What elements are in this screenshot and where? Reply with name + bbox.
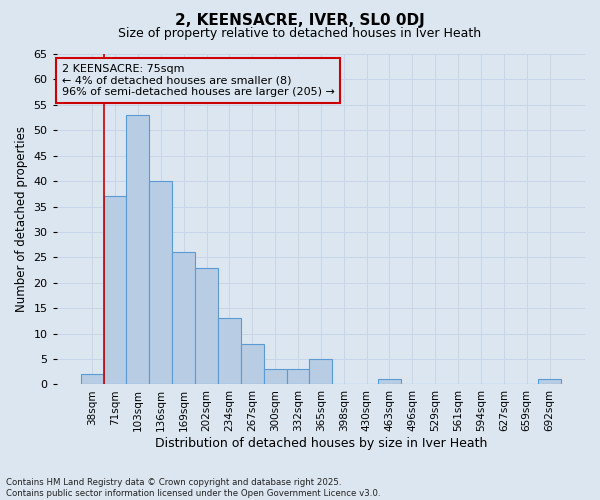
Bar [310, 359, 332, 384]
Bar [104, 196, 127, 384]
Text: Size of property relative to detached houses in Iver Heath: Size of property relative to detached ho… [118, 28, 482, 40]
Bar [378, 380, 401, 384]
Bar [287, 369, 310, 384]
Bar [127, 115, 149, 384]
Bar [218, 318, 241, 384]
Bar [263, 369, 287, 384]
Bar [538, 380, 561, 384]
Bar [149, 181, 172, 384]
Text: Contains HM Land Registry data © Crown copyright and database right 2025.
Contai: Contains HM Land Registry data © Crown c… [6, 478, 380, 498]
Bar [81, 374, 104, 384]
Text: 2, KEENSACRE, IVER, SL0 0DJ: 2, KEENSACRE, IVER, SL0 0DJ [175, 12, 425, 28]
Y-axis label: Number of detached properties: Number of detached properties [15, 126, 28, 312]
X-axis label: Distribution of detached houses by size in Iver Heath: Distribution of detached houses by size … [155, 437, 487, 450]
Bar [172, 252, 195, 384]
Bar [241, 344, 263, 385]
Bar [195, 268, 218, 384]
Text: 2 KEENSACRE: 75sqm
← 4% of detached houses are smaller (8)
96% of semi-detached : 2 KEENSACRE: 75sqm ← 4% of detached hous… [62, 64, 335, 97]
